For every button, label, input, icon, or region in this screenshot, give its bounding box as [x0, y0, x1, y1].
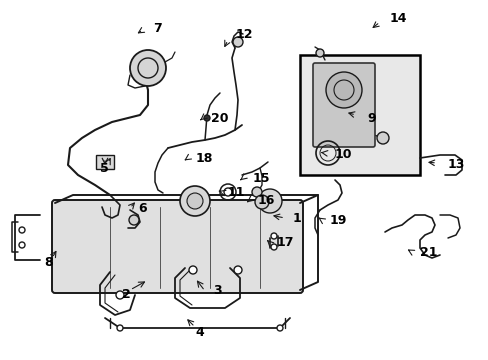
- Circle shape: [19, 227, 25, 233]
- Circle shape: [376, 132, 388, 144]
- Circle shape: [276, 325, 283, 331]
- Circle shape: [234, 266, 242, 274]
- Circle shape: [254, 195, 268, 209]
- FancyBboxPatch shape: [52, 200, 303, 293]
- Circle shape: [315, 49, 324, 57]
- Circle shape: [270, 233, 276, 239]
- Text: 7: 7: [153, 22, 162, 35]
- Text: 15: 15: [252, 171, 270, 184]
- Text: 6: 6: [138, 202, 146, 215]
- Circle shape: [258, 189, 282, 213]
- Circle shape: [19, 242, 25, 248]
- Text: 3: 3: [213, 284, 221, 297]
- Circle shape: [180, 186, 209, 216]
- Text: 14: 14: [389, 12, 407, 24]
- Text: 18: 18: [196, 152, 213, 165]
- Text: 10: 10: [334, 148, 352, 162]
- Text: 5: 5: [100, 162, 108, 175]
- Text: 21: 21: [419, 246, 437, 258]
- Circle shape: [130, 50, 165, 86]
- Bar: [299, 55, 419, 175]
- Text: 19: 19: [329, 213, 346, 226]
- Text: 17: 17: [276, 235, 294, 248]
- Circle shape: [232, 37, 243, 47]
- Circle shape: [129, 215, 139, 225]
- Text: 8: 8: [44, 256, 53, 269]
- Circle shape: [325, 72, 361, 108]
- Text: 12: 12: [236, 28, 253, 41]
- Text: 13: 13: [447, 158, 465, 171]
- Circle shape: [116, 291, 124, 299]
- Circle shape: [203, 115, 209, 121]
- Circle shape: [270, 244, 276, 250]
- Text: 4: 4: [195, 327, 203, 339]
- Circle shape: [189, 266, 197, 274]
- Circle shape: [117, 325, 123, 331]
- Bar: [96, 155, 114, 169]
- Circle shape: [224, 188, 231, 196]
- FancyBboxPatch shape: [312, 63, 374, 147]
- Text: 9: 9: [366, 112, 375, 125]
- Circle shape: [251, 187, 262, 197]
- Circle shape: [186, 193, 203, 209]
- Text: 2: 2: [122, 288, 130, 301]
- Text: 11: 11: [227, 185, 245, 198]
- Text: 20: 20: [210, 112, 228, 125]
- Text: 1: 1: [292, 211, 301, 225]
- Text: 16: 16: [258, 194, 275, 207]
